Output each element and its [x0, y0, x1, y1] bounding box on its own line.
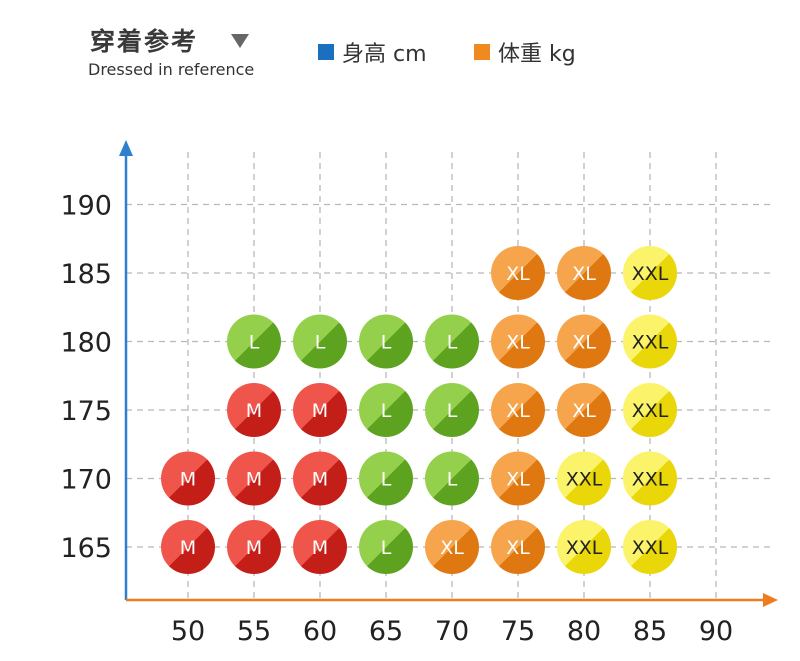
size-label: L: [381, 537, 392, 559]
size-dot-xl: [557, 383, 611, 437]
x-tick-label: 75: [501, 616, 535, 647]
size-label: M: [180, 537, 196, 559]
size-label: XL: [506, 263, 530, 285]
y-tick-label: 185: [60, 259, 112, 290]
size-dot-m: [293, 383, 347, 437]
y-axis-arrow-icon: [119, 140, 133, 156]
size-dot-xl: [491, 520, 545, 574]
size-label: L: [381, 469, 392, 491]
y-tick-label: 175: [60, 396, 112, 427]
legend-weight: 体重 kg: [474, 36, 576, 68]
size-dot-m: [227, 520, 281, 574]
size-label: L: [381, 400, 392, 422]
size-label: M: [312, 469, 328, 491]
size-label: XL: [506, 332, 530, 354]
x-tick-label: 55: [237, 616, 271, 647]
size-label: XXL: [632, 400, 669, 422]
size-dot-l: [227, 314, 281, 369]
size-dot-xl: [491, 246, 545, 300]
x-tick-label: 90: [699, 616, 733, 647]
legend-height: 身高 cm: [318, 36, 427, 68]
y-tick-label: 180: [60, 328, 112, 359]
size-label: XXL: [632, 469, 669, 491]
legend-weight-label: 体重 kg: [498, 42, 576, 67]
size-dot-m: [161, 451, 215, 506]
size-dot-xl: [557, 246, 611, 300]
size-dot-l: [359, 314, 413, 369]
size-label: XXL: [566, 537, 603, 559]
size-dot-xl: [491, 451, 545, 506]
size-dot-xxl: [623, 520, 677, 574]
size-dot-m: [227, 451, 281, 506]
size-label: M: [246, 537, 262, 559]
size-dot-l: [425, 314, 479, 369]
size-label: XL: [506, 537, 530, 559]
x-tick-label: 60: [303, 616, 337, 647]
size-dot-xl: [491, 383, 545, 437]
size-dot-l: [359, 451, 413, 506]
x-axis-arrow-icon: [763, 593, 778, 607]
size-label: XL: [506, 400, 530, 422]
size-label: XXL: [632, 263, 669, 285]
size-dot-xxl: [623, 246, 677, 300]
header-subtitle: Dressed in reference: [88, 60, 255, 79]
size-label: L: [381, 332, 392, 354]
size-dot-xxl: [557, 451, 611, 506]
size-label: XL: [506, 469, 530, 491]
size-label: XL: [572, 263, 596, 285]
legend-height-label: 身高 cm: [342, 42, 427, 67]
size-label: XXL: [566, 469, 603, 491]
size-label: M: [312, 400, 328, 422]
size-label: M: [180, 469, 196, 491]
size-dot-l: [425, 383, 479, 437]
size-dot-xxl: [623, 451, 677, 506]
size-label: L: [249, 332, 260, 354]
size-dot-l: [359, 383, 413, 437]
size-dot-xxl: [623, 383, 677, 437]
size-label: M: [246, 469, 262, 491]
size-dot-l: [425, 451, 479, 506]
x-tick-label: 65: [369, 616, 403, 647]
size-label: XL: [572, 400, 596, 422]
size-dot-xl: [557, 314, 611, 369]
header-title: 穿着参考: [90, 27, 199, 56]
size-dot-l: [293, 314, 347, 369]
size-label: L: [315, 332, 326, 354]
size-label: M: [312, 537, 328, 559]
x-tick-label: 85: [633, 616, 667, 647]
size-dot-xl: [491, 314, 545, 369]
size-dot-xxl: [557, 520, 611, 574]
y-tick-label: 165: [60, 533, 112, 564]
size-label: XXL: [632, 537, 669, 559]
y-tick-label: 170: [60, 465, 112, 496]
size-dot-m: [293, 520, 347, 574]
x-tick-label: 70: [435, 616, 469, 647]
size-label: XL: [572, 332, 596, 354]
size-dot-xl: [425, 520, 479, 574]
size-dot-l: [359, 520, 413, 574]
legend-height-swatch: [318, 44, 334, 60]
size-label: L: [447, 469, 458, 491]
size-label: L: [447, 332, 458, 354]
size-dot-m: [161, 520, 215, 574]
size-label: XL: [440, 537, 464, 559]
triangle-down-icon: [231, 34, 249, 48]
size-dot-m: [227, 383, 281, 437]
size-dot-xxl: [623, 314, 677, 369]
size-dot-m: [293, 451, 347, 506]
legend-weight-swatch: [474, 44, 490, 60]
y-tick-label: 190: [60, 191, 112, 222]
x-tick-label: 80: [567, 616, 601, 647]
size-label: M: [246, 400, 262, 422]
size-label: L: [447, 400, 458, 422]
x-tick-label: 50: [171, 616, 205, 647]
size-label: XXL: [632, 332, 669, 354]
